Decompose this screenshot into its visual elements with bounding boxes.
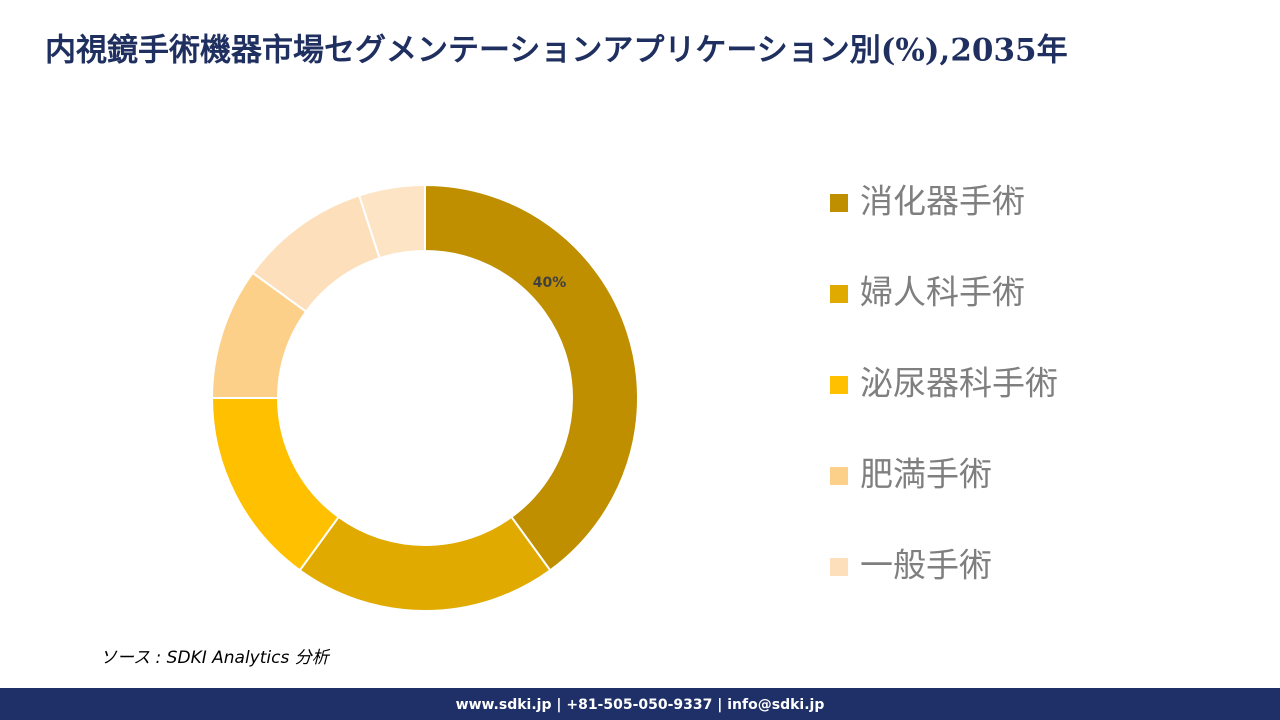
legend-label: 一般手術 [860, 546, 992, 585]
footer-text: www.sdki.jp | +81-505-050-9337 | info@sd… [456, 697, 825, 713]
chart-title: 内視鏡手術機器市場セグメンテーションアプリケーション別(%),2035年 [45, 33, 1068, 69]
legend-label: 消化器手術 [860, 182, 1025, 221]
donut-slice [298, 515, 552, 612]
donut-slice [357, 183, 426, 260]
legend-label: 泌尿器科手術 [860, 364, 1058, 403]
legend-swatch [830, 376, 848, 394]
legend-label: 婦人科手術 [860, 273, 1025, 312]
legend-swatch [830, 558, 848, 576]
footer-bar [0, 688, 1280, 720]
donut-slice [210, 397, 340, 572]
donut-slice [424, 183, 639, 572]
legend-swatch [830, 285, 848, 303]
source: ソース : SDKI Analytics 分析 [100, 648, 331, 668]
legend-label: 肥満手術 [860, 455, 992, 494]
data-label: 40% [533, 275, 567, 291]
legend-swatch [830, 194, 848, 212]
legend-swatch [830, 467, 848, 485]
